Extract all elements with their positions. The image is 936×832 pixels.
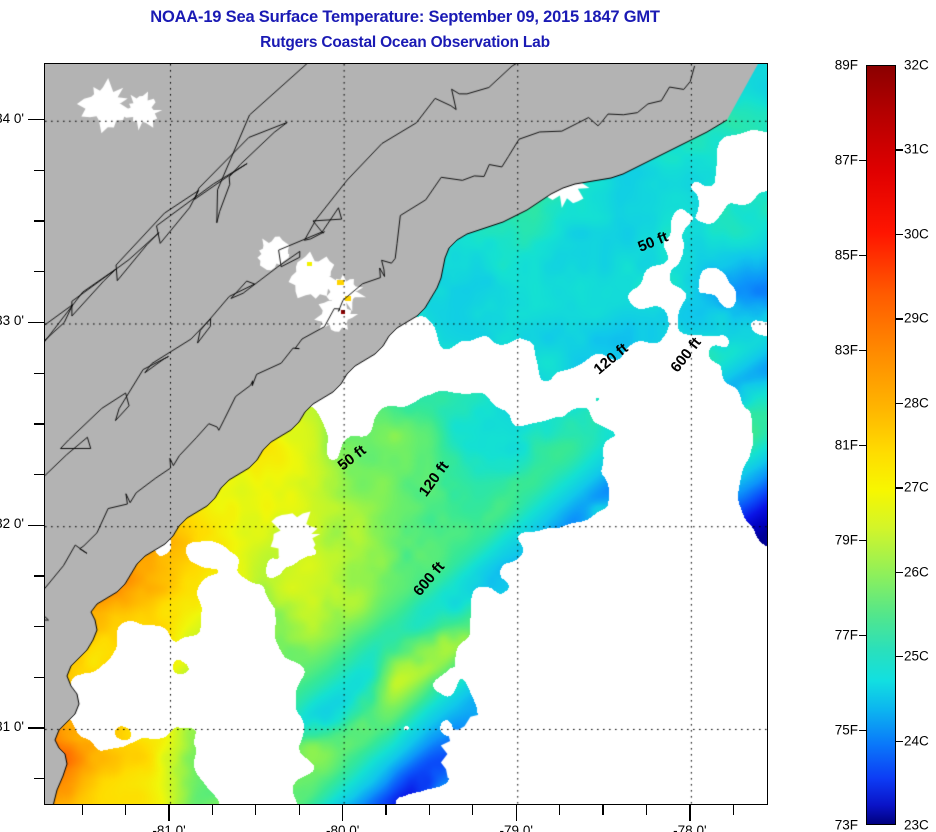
lon-tick	[298, 805, 300, 815]
colorbar-tick-c	[896, 402, 903, 405]
lat-tick	[34, 777, 44, 780]
colorbar-label-c: 31C	[904, 141, 929, 157]
lat-tick	[34, 169, 44, 172]
lon-tick	[645, 805, 648, 815]
colorbar-tick-f	[859, 540, 866, 542]
lat-tick	[28, 321, 44, 324]
lat-tick	[28, 119, 44, 121]
lat-tick	[34, 372, 44, 374]
lon-tick	[255, 805, 257, 815]
colorbar-gradient	[866, 65, 896, 825]
colorbar-tick-c	[896, 656, 903, 658]
lon-tick	[689, 805, 691, 821]
page-subtitle: Rutgers Coastal Ocean Observation Lab	[260, 34, 550, 51]
colorbar-label-f: 89F	[834, 57, 858, 73]
lon-tick	[732, 805, 734, 815]
lat-tick	[34, 423, 44, 425]
lat-tick	[34, 220, 44, 222]
lon-tick-label: -81 0'	[152, 823, 186, 832]
colorbar-label-f: 73F	[834, 817, 858, 832]
colorbar-tick-f	[859, 255, 866, 257]
colorbar-label-c: 30C	[904, 226, 929, 242]
colorbar-label-c: 26C	[904, 564, 929, 580]
lon-tick	[341, 805, 344, 821]
lat-tick	[28, 727, 44, 729]
colorbar-label-f: 83F	[834, 342, 858, 358]
lon-tick	[211, 805, 214, 815]
lon-tick	[559, 805, 561, 815]
lon-tick-label: -78 0'	[673, 823, 707, 832]
lon-tick	[472, 805, 474, 815]
colorbar-label-c: 23C	[904, 817, 929, 832]
colorbar-label-c: 27C	[904, 479, 929, 495]
colorbar-tick-f	[859, 350, 866, 352]
page-title: NOAA-19 Sea Surface Temperature: Septemb…	[150, 8, 660, 26]
colorbar-label-f: 77F	[834, 627, 858, 643]
colorbar-tick-c	[896, 487, 903, 489]
sst-map[interactable]: 50 ft 120 ft 600 ft 50 ft 120 ft 600 ft	[44, 63, 768, 805]
colorbar-label-c: 28C	[904, 395, 929, 411]
lon-tick	[602, 805, 604, 815]
colorbar-label-c: 29C	[904, 310, 929, 326]
lat-tick-label: 33 0'	[0, 313, 24, 329]
lon-tick	[428, 805, 431, 815]
colorbar-label-f: 81F	[834, 437, 858, 453]
lon-tick	[515, 805, 517, 821]
lat-tick-label: 32 0'	[0, 516, 24, 532]
colorbar-label-c: 24C	[904, 733, 929, 749]
sst-raster	[45, 64, 767, 804]
title-block: NOAA-19 Sea Surface Temperature: Septemb…	[0, 4, 810, 56]
lon-tick-label: -80 0'	[325, 823, 360, 832]
lat-tick	[34, 625, 44, 628]
colorbar-tick-c	[896, 740, 903, 742]
lat-tick	[34, 271, 44, 273]
lat-tick	[34, 473, 44, 476]
lon-tick	[81, 805, 83, 815]
lon-tick	[124, 805, 127, 815]
colorbar-label-f: 85F	[834, 247, 858, 263]
colorbar-label-f: 87F	[834, 152, 858, 168]
colorbar: 32C 31C 30C 29C 28C 27C 26C 25C 24C 23C 89F 87F 85F 8…	[835, 58, 929, 832]
colorbar-tick-c	[896, 571, 903, 573]
colorbar-label-f: 79F	[834, 532, 858, 548]
colorbar-label-f: 75F	[834, 722, 858, 738]
lat-tick	[34, 575, 44, 577]
lat-tick	[28, 524, 44, 526]
lon-tick	[385, 805, 387, 815]
colorbar-label-c: 25C	[904, 648, 929, 664]
colorbar-tick-f	[859, 445, 866, 447]
colorbar-tick-f	[859, 160, 866, 162]
lat-tick	[34, 676, 44, 678]
colorbar-tick-c	[896, 318, 903, 320]
colorbar-tick-f	[859, 730, 866, 732]
lat-tick-label: 34 0'	[0, 110, 24, 126]
lon-tick-label: -79 0'	[499, 823, 533, 832]
colorbar-label-c: 32C	[904, 57, 929, 73]
lat-tick-label: 31 0'	[0, 718, 24, 734]
lon-tick	[168, 805, 170, 821]
colorbar-tick-c	[896, 149, 903, 151]
colorbar-tick-c	[896, 233, 903, 236]
colorbar-tick-f	[859, 635, 866, 637]
